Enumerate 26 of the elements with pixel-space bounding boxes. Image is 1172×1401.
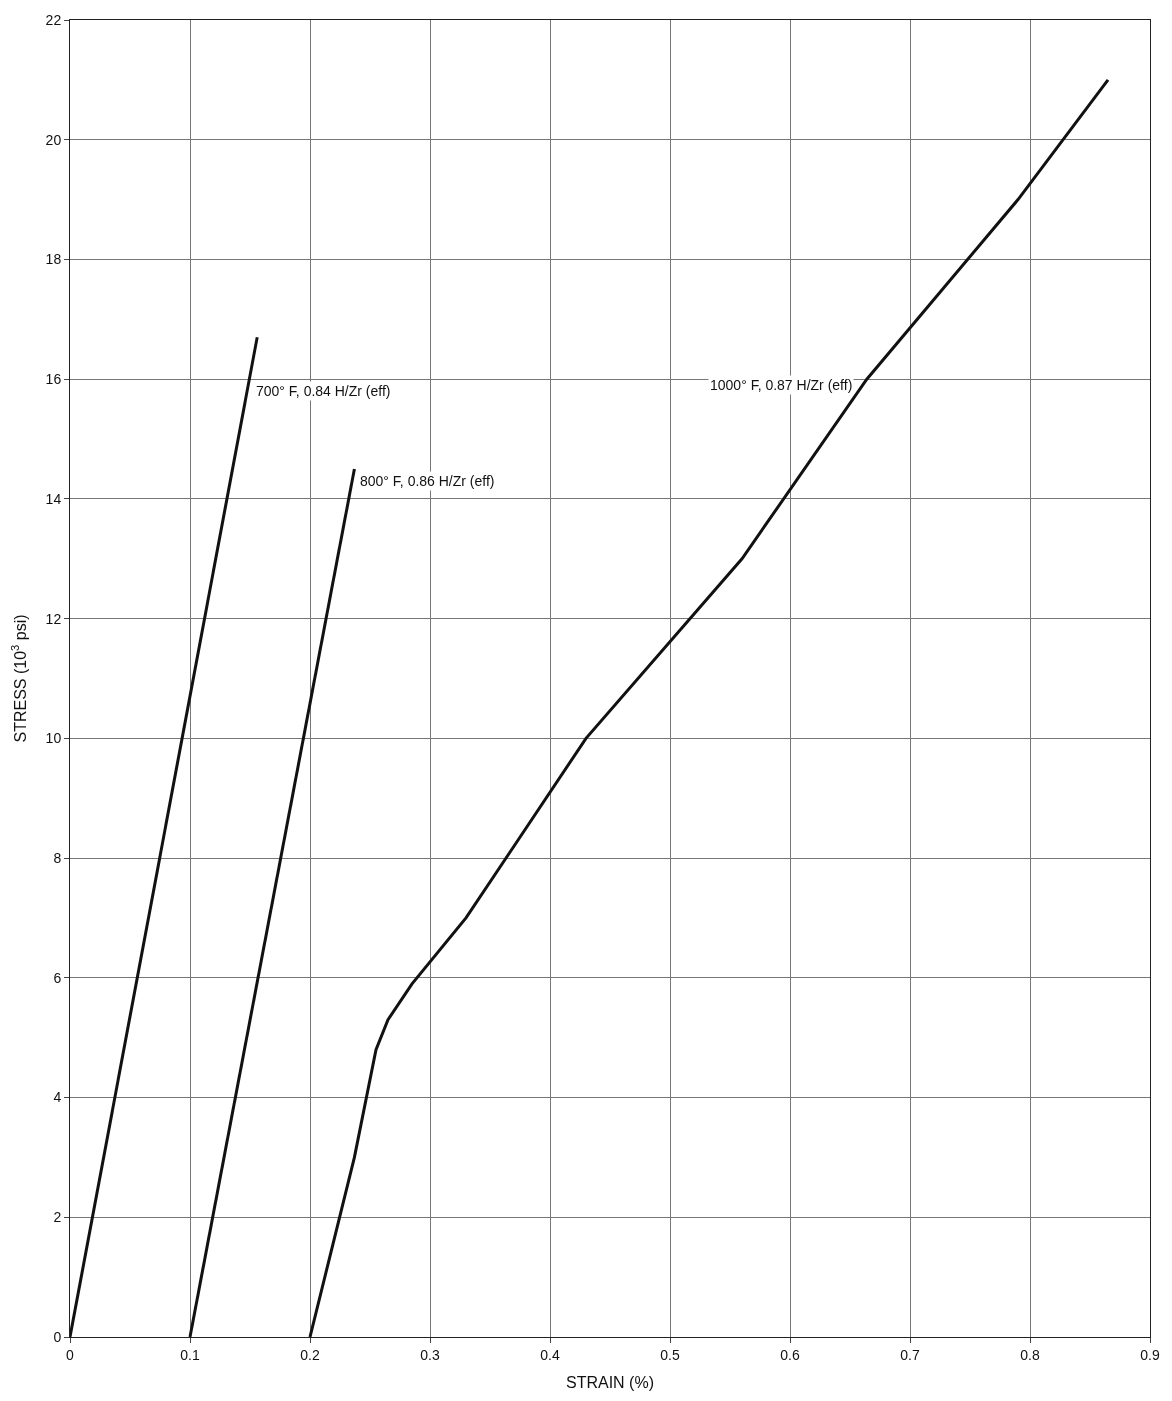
x-tick-label: 0.9 (1140, 1346, 1160, 1363)
x-tick-label: 0.5 (660, 1346, 680, 1363)
y-tick-label: 14 (45, 490, 62, 507)
x-axis-title: STRAIN (%) (566, 1374, 654, 1392)
x-tick-label: 0.1 (180, 1346, 200, 1363)
x-tick-label: 0.4 (540, 1346, 560, 1363)
y-tick-label: 10 (45, 730, 62, 747)
y-tick-label: 20 (45, 131, 62, 148)
x-tick-label: 0.6 (780, 1346, 800, 1363)
y-tick-label: 16 (45, 371, 62, 388)
y-tick-label: 18 (45, 251, 62, 268)
x-tick-label: 0 (66, 1346, 75, 1363)
annotation: 800° F, 0.86 H/Zr (eff) (360, 473, 495, 489)
y-tick-label: 2 (53, 1209, 62, 1226)
annotation: 700° F, 0.84 H/Zr (eff) (256, 383, 391, 399)
y-tick-label: 6 (53, 969, 62, 986)
y-tick-label: 4 (53, 1089, 62, 1106)
y-tick-label: 12 (45, 610, 62, 627)
annotation: 1000° F, 0.87 H/Zr (eff) (710, 377, 853, 393)
x-tick-label: 0.3 (420, 1346, 440, 1363)
x-tick-label: 0.7 (900, 1346, 920, 1363)
y-tick-label: 0 (53, 1328, 62, 1345)
x-tick-label: 0.8 (1020, 1346, 1040, 1363)
y-tick-label: 8 (53, 849, 62, 866)
x-tick-label: 0.2 (300, 1346, 320, 1363)
y-tick-label: 22 (45, 11, 62, 28)
